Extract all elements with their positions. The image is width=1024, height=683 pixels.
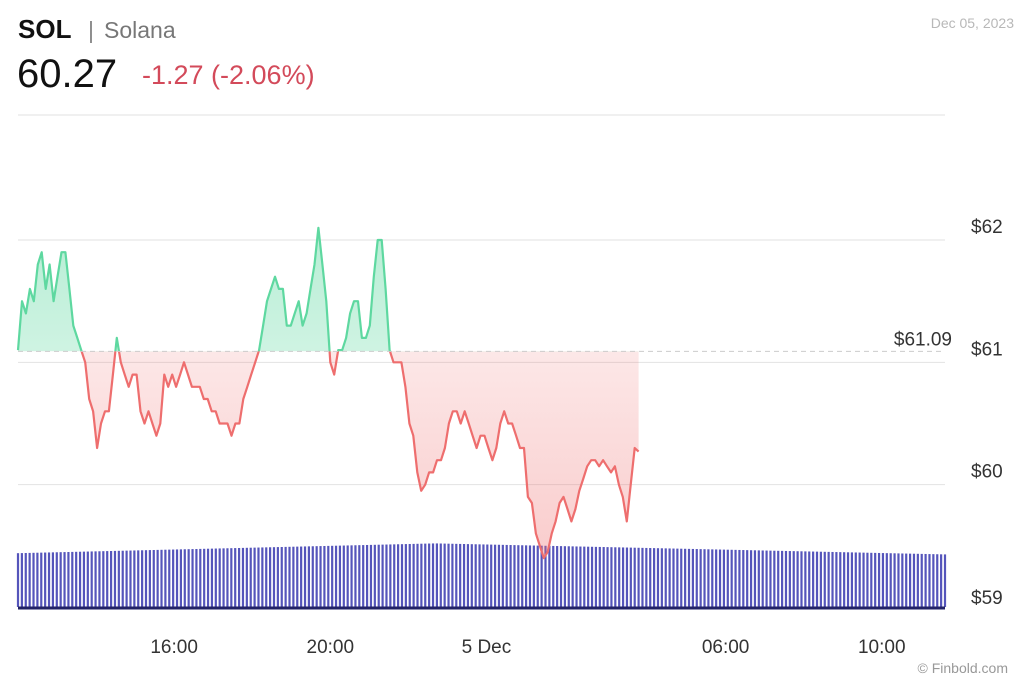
current-price: 60.27	[17, 52, 118, 96]
price-line-down	[80, 351, 640, 560]
y-tick-label: $62	[971, 217, 1003, 238]
volume-bars	[16, 543, 947, 610]
ticker-symbol: SOL	[18, 14, 72, 44]
x-tick-label: 16:00	[150, 637, 198, 658]
x-tick-label: 06:00	[702, 637, 750, 658]
price-change: -1.27 (-2.06%)	[142, 60, 315, 90]
y-tick-label: $61	[971, 339, 1003, 360]
x-axis: 16:00 20:00 5 Dec 06:00 10:00	[150, 637, 905, 658]
reference-label: $61.09	[894, 329, 952, 350]
y-tick-label: $60	[971, 462, 1003, 483]
y-axis: $59 $60 $61 $62	[971, 217, 1003, 609]
loss-area	[81, 351, 639, 559]
chart-date: Dec 05, 2023	[930, 15, 1014, 31]
source-credit: © Finbold.com	[917, 660, 1008, 676]
x-tick-label: 5 Dec	[462, 637, 512, 658]
asset-name: Solana	[104, 17, 176, 43]
price-line-up	[16, 226, 392, 352]
y-tick-label: $59	[971, 588, 1003, 609]
x-tick-label: 20:00	[307, 637, 355, 658]
x-tick-label: 10:00	[858, 637, 906, 658]
title-separator: |	[88, 17, 94, 43]
reference-line: $61.09	[18, 329, 952, 352]
